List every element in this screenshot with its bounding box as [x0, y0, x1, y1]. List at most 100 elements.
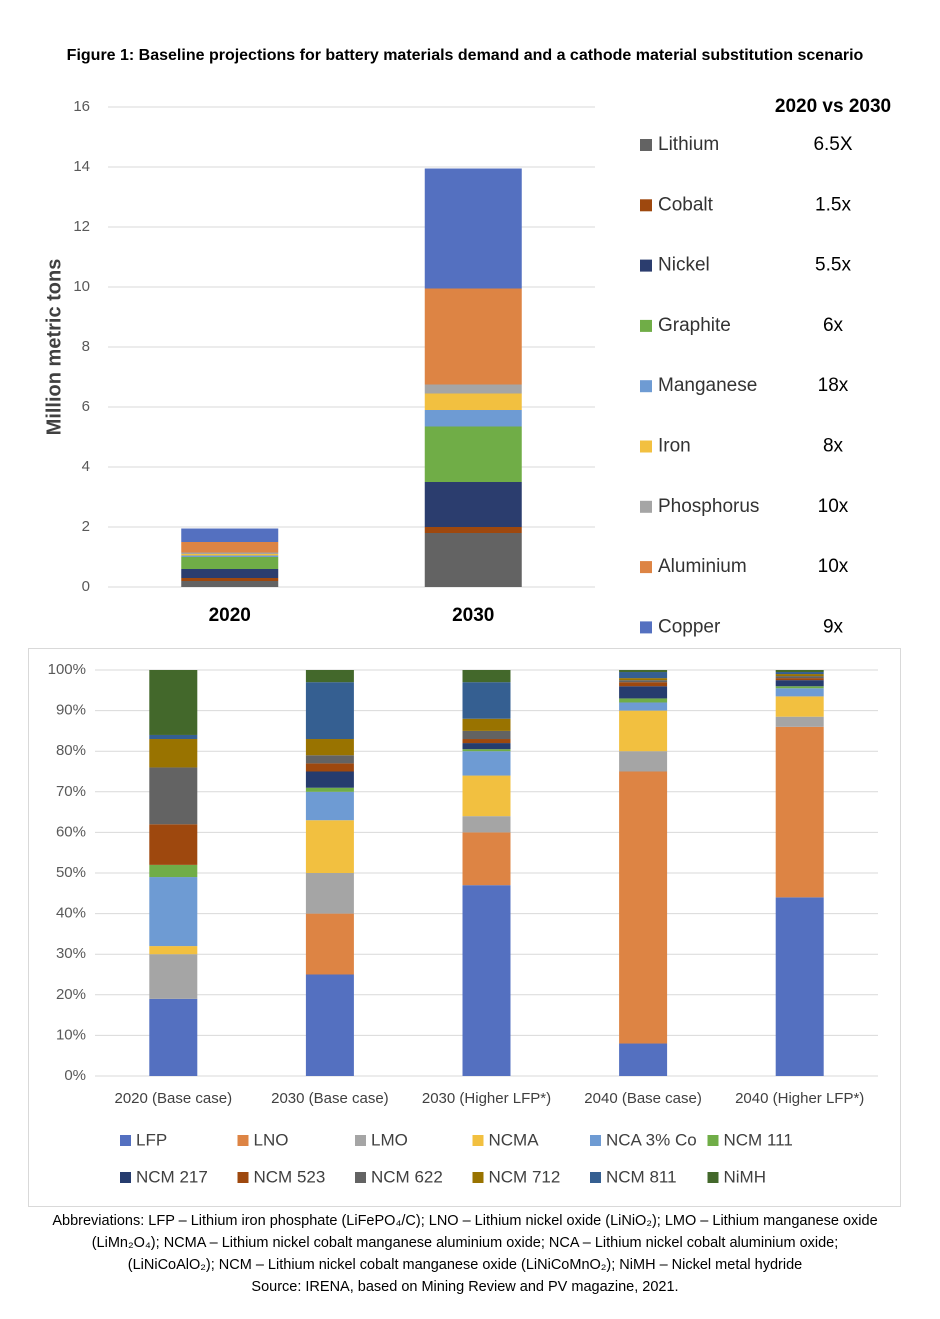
legend-label: NCM 523 — [254, 1167, 326, 1186]
y-tick-label: 60% — [56, 823, 86, 840]
bar-segment — [181, 557, 279, 569]
bar-segment — [619, 680, 668, 683]
bar-segment — [775, 672, 824, 675]
bar-segment — [424, 393, 522, 410]
legend-ratio: 6.5X — [813, 134, 852, 155]
legend-label: NCMA — [489, 1130, 540, 1149]
y-tick-label: 10 — [73, 278, 90, 295]
x-tick-label: 2040 (Higher LFP*) — [735, 1090, 864, 1107]
legend-swatch — [237, 1172, 249, 1183]
legend-label: Copper — [658, 616, 721, 637]
bar-segment — [149, 946, 198, 955]
bar-segment — [462, 682, 511, 719]
legend-swatch — [640, 500, 652, 513]
x-tick-label: 2020 (Base case) — [115, 1090, 233, 1107]
legend-label: Iron — [658, 436, 691, 457]
bar-segment — [775, 678, 824, 681]
y-tick-label: 6 — [82, 398, 90, 415]
bar-segment — [619, 686, 668, 699]
bar-segment — [424, 533, 522, 587]
legend-ratio: 8x — [823, 436, 844, 457]
bar-segment — [181, 528, 279, 542]
bar-segment — [305, 787, 354, 792]
bar-segment — [424, 410, 522, 427]
bar-segment — [149, 734, 198, 740]
legend-label: Cobalt — [658, 194, 714, 215]
bar-segment — [305, 913, 354, 975]
bar-segment — [462, 816, 511, 833]
bar-segment — [462, 751, 511, 776]
footnote-line: (LiMn₂O₄); NCMA – Lithium nickel cobalt … — [92, 1235, 839, 1251]
bar-segment — [305, 771, 354, 788]
bar-segment — [305, 670, 354, 683]
y-tick-label: 100% — [48, 661, 86, 678]
y-tick-label: 2 — [82, 518, 90, 535]
bar-segment — [462, 718, 511, 731]
y-tick-label: 8 — [82, 338, 90, 355]
x-tick-label: 2030 (Higher LFP*) — [422, 1090, 551, 1107]
y-tick-label: 30% — [56, 945, 86, 962]
legend-label: NCM 111 — [724, 1130, 793, 1149]
legend-label: LNO — [254, 1130, 289, 1149]
bar-segment — [462, 743, 511, 750]
legend-ratio: 5.5x — [815, 255, 851, 276]
bar-segment — [149, 824, 198, 865]
x-tick-label: 2030 — [452, 605, 494, 626]
x-tick-label: 2040 (Base case) — [584, 1090, 702, 1107]
y-tick-label: 40% — [56, 905, 86, 922]
y-tick-label: 80% — [56, 742, 86, 759]
bar-segment — [775, 688, 824, 697]
bar-segment — [775, 726, 824, 898]
bar-segment — [619, 672, 668, 679]
legend-swatch — [590, 1135, 601, 1146]
bar-segment — [305, 763, 354, 772]
legend-swatch — [707, 1135, 719, 1146]
x-tick-label: 2030 (Base case) — [271, 1090, 389, 1107]
legend-label: Manganese — [658, 375, 757, 396]
y-tick-label: 10% — [56, 1026, 86, 1043]
legend-swatch — [640, 199, 652, 212]
legend-swatch — [472, 1135, 484, 1146]
bar-segment — [149, 954, 198, 999]
bar-segment — [775, 676, 824, 679]
bar-segment — [619, 751, 668, 772]
legend-swatch — [640, 139, 652, 151]
bar-segment — [462, 749, 511, 752]
bar-segment — [149, 998, 198, 1076]
bar-segment — [305, 755, 354, 764]
legend-label: NCM 811 — [606, 1167, 677, 1186]
legend-swatch — [120, 1135, 131, 1146]
legend-ratio: 18x — [818, 375, 849, 396]
legend-swatch — [707, 1172, 719, 1183]
bar-segment — [424, 168, 522, 289]
bar-segment — [181, 581, 279, 587]
legend-label: Lithium — [658, 134, 719, 155]
bar-segment — [775, 696, 824, 717]
bar-segment — [305, 682, 354, 740]
bar-segment — [181, 569, 279, 578]
bar-segment — [305, 873, 354, 914]
source: Source: IRENA, based on Mining Review an… — [251, 1279, 678, 1295]
legend-title: 2020 vs 2030 — [775, 96, 891, 117]
legend-label: Graphite — [658, 315, 731, 336]
bar-segment — [181, 578, 279, 581]
legend-label: NCM 712 — [489, 1167, 561, 1186]
bar-segment — [775, 680, 824, 687]
legend-swatch — [355, 1172, 366, 1183]
bar-segment — [462, 670, 511, 683]
y-tick-label: 20% — [56, 986, 86, 1003]
legend-ratio: 10x — [818, 556, 849, 577]
bar-segment — [181, 555, 279, 557]
bar-segment — [149, 877, 198, 947]
bar-segment — [462, 739, 511, 744]
bar-segment — [424, 384, 522, 394]
legend-label: NCA 3% Co — [606, 1130, 697, 1149]
bar-segment — [149, 767, 198, 825]
legend-label: LFP — [136, 1130, 167, 1149]
bar-segment — [619, 771, 668, 1044]
legend-swatch — [237, 1135, 249, 1146]
legend-swatch — [640, 259, 652, 272]
legend-label: NiMH — [724, 1167, 767, 1186]
legend-label: NCM 622 — [371, 1167, 443, 1186]
